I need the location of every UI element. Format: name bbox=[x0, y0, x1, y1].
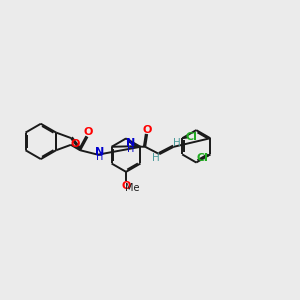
Text: O: O bbox=[70, 140, 80, 149]
Text: H: H bbox=[152, 153, 160, 163]
Text: Cl: Cl bbox=[197, 153, 209, 163]
Text: H: H bbox=[96, 152, 103, 162]
Text: O: O bbox=[84, 127, 93, 137]
Text: H: H bbox=[127, 144, 135, 154]
Text: O: O bbox=[122, 181, 131, 190]
Text: O: O bbox=[143, 124, 152, 135]
Text: Cl: Cl bbox=[186, 132, 197, 142]
Text: Me: Me bbox=[125, 183, 140, 193]
Text: N: N bbox=[95, 147, 104, 157]
Text: N: N bbox=[126, 138, 136, 148]
Text: H: H bbox=[173, 138, 181, 148]
